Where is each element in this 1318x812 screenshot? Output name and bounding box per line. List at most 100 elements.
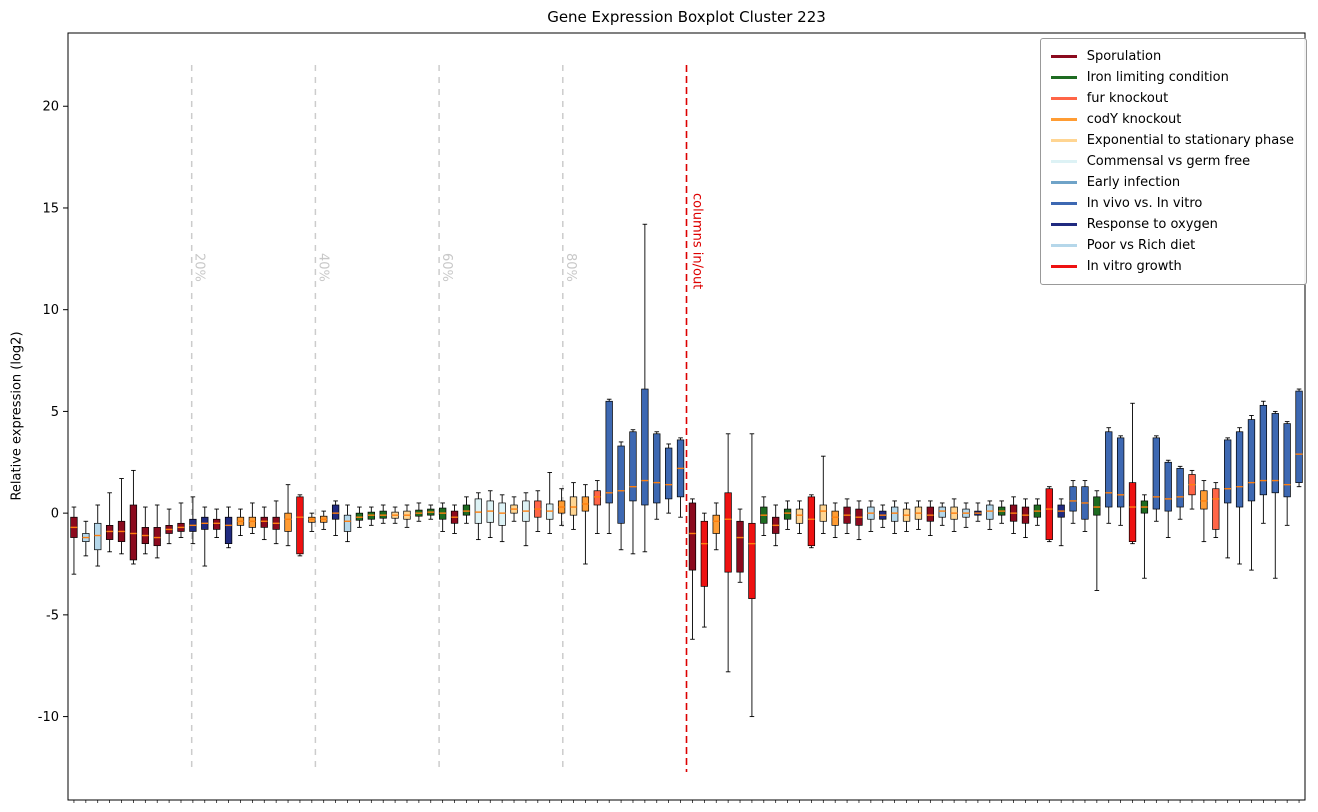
legend-item: Sporulation (1050, 46, 1294, 67)
legend-item: In vitro growth (1050, 256, 1294, 277)
percent-line-label: 80% (563, 253, 578, 282)
box (1176, 468, 1184, 508)
legend-swatch (1050, 76, 1077, 79)
box (462, 504, 471, 516)
box (94, 522, 102, 551)
box (1212, 488, 1220, 530)
legend-label: Commensal vs germ free (1086, 154, 1251, 169)
box (700, 520, 708, 587)
box (1247, 419, 1256, 502)
box (498, 502, 506, 526)
box (569, 496, 578, 516)
box (605, 400, 613, 504)
y-tick-label: 0 (51, 507, 59, 522)
legend-swatch (1050, 97, 1077, 100)
box (986, 504, 994, 520)
y-tick-label: -10 (38, 710, 59, 725)
box (284, 512, 292, 532)
box (819, 504, 827, 522)
percent-line-label: 40% (315, 253, 330, 282)
box (629, 431, 637, 502)
percent-line-label: 60% (439, 253, 454, 282)
box (1093, 496, 1101, 516)
legend-item: Response to oxygen (1050, 214, 1294, 235)
legend-label: In vivo vs. In vitro (1086, 196, 1203, 211)
box (653, 433, 661, 504)
box (736, 520, 744, 573)
box (1283, 423, 1291, 498)
legend-item: Early infection (1050, 172, 1294, 193)
box (1224, 439, 1232, 504)
box (343, 514, 352, 532)
box (831, 510, 839, 526)
legend-swatch (1050, 265, 1077, 268)
box (926, 506, 934, 522)
legend-swatch (1050, 118, 1077, 121)
box (1164, 461, 1172, 512)
y-tick-label: 10 (42, 303, 59, 318)
box (783, 508, 792, 520)
box (665, 447, 673, 500)
percent-line-label: 20% (192, 253, 207, 282)
legend-label: Response to oxygen (1086, 217, 1218, 232)
box (890, 506, 899, 522)
box (807, 496, 816, 547)
box (474, 498, 483, 524)
legend-label: In vitro growth (1086, 259, 1182, 274)
legend-swatch (1050, 139, 1077, 142)
legend-label: Poor vs Rich diet (1086, 238, 1196, 253)
legend: Sporulation Iron limiting condition fur kn… (1039, 38, 1307, 285)
box (593, 490, 601, 506)
box (1295, 390, 1303, 483)
box (748, 522, 756, 599)
box (795, 508, 804, 524)
legend-item: codY knockout (1050, 109, 1294, 130)
legend-label: codY knockout (1086, 112, 1182, 127)
box (248, 516, 257, 528)
legend-swatch (1050, 55, 1077, 58)
box (1116, 437, 1125, 508)
box (224, 516, 233, 545)
legend-item: Commensal vs germ free (1050, 151, 1294, 172)
legend-label: fur knockout (1086, 91, 1169, 106)
box (938, 506, 946, 518)
box (1152, 437, 1160, 510)
y-tick-label: -5 (46, 608, 59, 623)
legend-item: In vivo vs. In vitro (1050, 193, 1294, 214)
box (1069, 486, 1077, 512)
legend-swatch (1050, 202, 1077, 205)
y-tick-label: 15 (42, 201, 59, 216)
legend-item: Iron limiting condition (1050, 67, 1294, 88)
box (1128, 482, 1137, 542)
box (1105, 431, 1113, 508)
legend-swatch (1050, 244, 1077, 247)
box (1235, 431, 1244, 508)
legend-swatch (1050, 160, 1077, 163)
chart-title: Gene Expression Boxplot Cluster 223 (547, 8, 826, 26)
y-tick-label: 20 (42, 100, 59, 115)
box (105, 524, 114, 540)
legend-item: Poor vs Rich diet (1050, 235, 1294, 256)
box (1045, 488, 1053, 540)
y-tick-label: 5 (51, 405, 59, 420)
legend-swatch (1050, 223, 1077, 226)
box (260, 516, 268, 528)
box (641, 388, 649, 506)
legend-label: Sporulation (1086, 49, 1162, 64)
box (331, 504, 340, 520)
legend-item: Exponential to stationary phase (1050, 130, 1294, 151)
legend-label: Iron limiting condition (1086, 70, 1229, 85)
box (153, 527, 161, 547)
box (129, 504, 138, 561)
box (296, 496, 304, 555)
axes-frame (67, 32, 1306, 801)
box (724, 492, 732, 573)
box (1259, 404, 1268, 496)
box (1200, 490, 1208, 510)
legend-swatch (1050, 181, 1077, 184)
box (688, 502, 697, 571)
legend-label: Early infection (1086, 175, 1181, 190)
box (213, 518, 221, 530)
